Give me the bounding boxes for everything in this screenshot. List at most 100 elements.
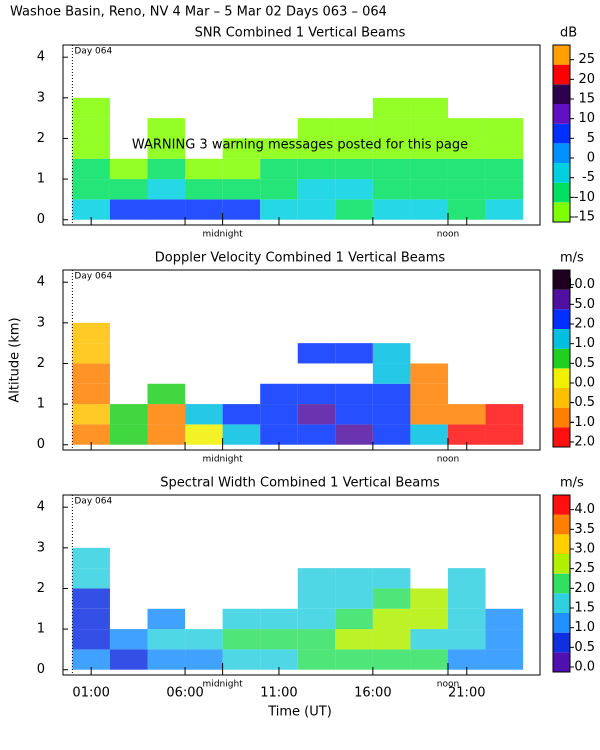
heatmap-cell	[447, 588, 486, 609]
heatmap-cell	[410, 179, 448, 200]
heatmap-cell	[297, 383, 336, 405]
colorbar-swatch	[553, 554, 570, 574]
colorbar-tick-label: 5.0	[574, 297, 595, 312]
heatmap-cell	[72, 118, 110, 139]
panel-title: Spectral Width Combined 1 Vertical Beams	[160, 476, 440, 491]
heatmap-cell	[260, 608, 298, 630]
heatmap-cell	[410, 608, 448, 630]
y-tick-label: 1	[37, 622, 45, 637]
colorbar-swatch	[553, 495, 570, 515]
heatmap-cell	[485, 179, 524, 200]
x-tick-label: 16:00	[354, 686, 391, 701]
heatmap-cell	[447, 118, 486, 139]
heatmap-cell	[72, 629, 110, 650]
colorbar-swatch	[553, 104, 570, 124]
colorbar-swatch	[553, 652, 570, 672]
heatmap-cell	[72, 363, 110, 384]
heatmap-cell	[372, 199, 411, 220]
heatmap-cell	[485, 138, 524, 159]
heatmap-cell	[222, 629, 261, 650]
colorbar-swatch	[553, 163, 570, 183]
heatmap-cell	[260, 649, 298, 670]
heatmap-cell	[297, 404, 336, 425]
time-marker-label: midnight	[203, 230, 244, 240]
heatmap-cell	[147, 608, 186, 630]
colorbar-tick-label: 4.0	[574, 502, 595, 517]
heatmap-cell	[72, 547, 110, 569]
heatmap-cell	[485, 629, 524, 650]
heatmap-cell	[72, 158, 110, 180]
heatmap-cell	[372, 588, 411, 609]
heatmap-cell	[72, 199, 110, 220]
heatmap-cell	[147, 158, 186, 180]
x-axis-label: Time (UT)	[267, 705, 332, 720]
heatmap-cell	[335, 404, 373, 425]
heatmap-cell	[297, 138, 336, 159]
heatmap-cell	[372, 404, 411, 425]
heatmap-cell	[335, 588, 373, 609]
colorbar-swatch	[553, 45, 570, 65]
colorbar-tick-label: 1.5	[574, 601, 595, 616]
day-marker-label: Day 064	[74, 47, 112, 57]
heatmap-cell	[260, 383, 298, 405]
colorbar-tick-label: 5	[587, 131, 595, 146]
y-tick-label: 2	[37, 356, 45, 371]
heatmap-cell	[185, 629, 223, 650]
colorbar-frame	[552, 269, 571, 448]
colorbar-swatch	[553, 407, 570, 428]
heatmap-cell	[335, 568, 373, 589]
heatmap-cell	[222, 608, 261, 630]
heatmap-cell	[410, 588, 448, 609]
heatmap-cell	[410, 363, 448, 384]
colorbar-tick-label: 1.0	[574, 620, 595, 635]
heatmap-cell	[72, 322, 110, 344]
colorbar-swatch	[553, 143, 570, 163]
y-tick-label: 4	[37, 50, 45, 65]
colorbar-swatch	[553, 514, 570, 535]
heatmap-cell	[260, 404, 298, 425]
colorbar-swatch	[553, 593, 570, 613]
heatmap-cell	[297, 343, 336, 364]
heatmap-cell	[72, 649, 110, 670]
heatmap-cell	[372, 424, 411, 445]
time-marker-label: noon	[437, 680, 459, 690]
heatmap-cell	[410, 199, 448, 220]
colorbar-swatch	[553, 427, 570, 447]
heatmap-cell	[109, 158, 148, 180]
plot-frame	[62, 494, 541, 676]
heatmap-cell	[335, 138, 373, 159]
heatmap-cell	[260, 199, 298, 220]
y-tick-label: 0	[37, 212, 45, 227]
colorbar-swatch	[553, 368, 570, 388]
y-tick-label: 3	[37, 540, 45, 555]
colorbar-tick-label: 20	[578, 72, 595, 87]
y-tick-label: 1	[37, 397, 45, 412]
colorbar-tick-label: 10.0	[566, 277, 595, 292]
y-tick-label: 4	[37, 275, 45, 290]
heatmap-cell	[260, 629, 298, 650]
heatmap-cell	[222, 424, 261, 445]
heatmap-cell	[410, 118, 448, 139]
heatmap-cell	[297, 118, 336, 139]
heatmap-cell	[109, 199, 148, 220]
heatmap-cell	[297, 158, 336, 180]
heatmap-cell	[372, 138, 411, 159]
time-marker-label: noon	[437, 230, 459, 240]
colorbar-tick-label: 0.5	[574, 640, 595, 655]
heatmap-cell	[335, 179, 373, 200]
colorbar-tick-label: -2.0	[570, 435, 595, 450]
colorbar-tick-label: 0.0	[574, 660, 595, 675]
heatmap-cell	[447, 404, 486, 425]
heatmap-cell	[147, 404, 186, 425]
colorbar-swatch	[553, 388, 570, 408]
heatmap-cell	[297, 179, 336, 200]
heatmap-cell	[372, 158, 411, 180]
heatmap-cell	[72, 608, 110, 630]
x-tick-label: 01:00	[72, 686, 109, 701]
colorbar-tick-label: 0.0	[574, 376, 595, 391]
colorbar-swatch	[553, 64, 570, 85]
heatmap-cell	[297, 608, 336, 630]
heatmap-cell	[447, 179, 486, 200]
heatmap-cell	[260, 424, 298, 445]
heatmap-cell	[485, 424, 524, 445]
